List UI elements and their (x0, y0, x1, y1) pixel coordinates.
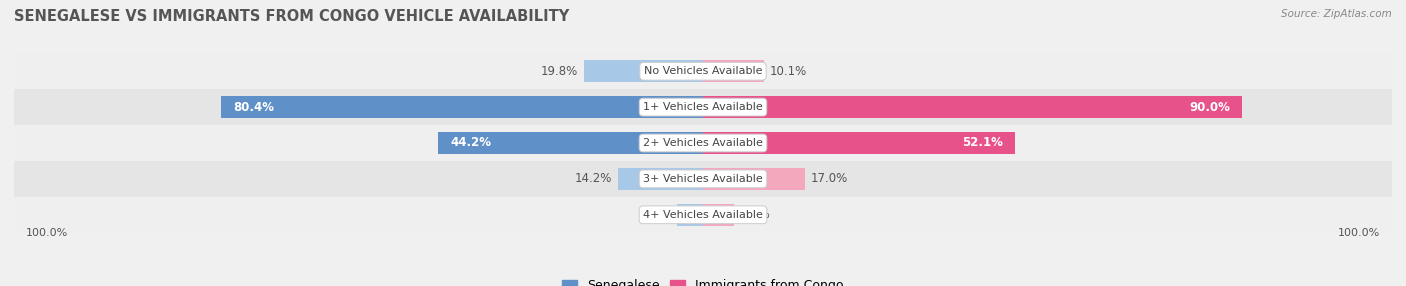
Text: 3+ Vehicles Available: 3+ Vehicles Available (643, 174, 763, 184)
Bar (703, 168, 804, 190)
Bar (14, 53, 1392, 89)
Text: 52.1%: 52.1% (962, 136, 1002, 150)
Text: Source: ZipAtlas.com: Source: ZipAtlas.com (1281, 9, 1392, 19)
Bar (14, 89, 1392, 125)
Text: 90.0%: 90.0% (1189, 101, 1230, 114)
Text: 44.2%: 44.2% (450, 136, 491, 150)
Bar (703, 204, 734, 226)
Bar (14, 161, 1392, 197)
Bar (617, 168, 703, 190)
Bar (703, 60, 763, 82)
Bar (703, 132, 1015, 154)
Legend: Senegalese, Immigrants from Congo: Senegalese, Immigrants from Congo (562, 279, 844, 286)
Text: 14.2%: 14.2% (575, 172, 612, 185)
Bar (14, 197, 1392, 233)
Text: SENEGALESE VS IMMIGRANTS FROM CONGO VEHICLE AVAILABILITY: SENEGALESE VS IMMIGRANTS FROM CONGO VEHI… (14, 9, 569, 23)
Text: 4.3%: 4.3% (641, 208, 671, 221)
Text: 10.1%: 10.1% (769, 65, 807, 78)
Text: 4+ Vehicles Available: 4+ Vehicles Available (643, 210, 763, 220)
Bar (703, 96, 1241, 118)
Text: 100.0%: 100.0% (1337, 228, 1379, 238)
Text: 19.8%: 19.8% (541, 65, 578, 78)
Bar (678, 204, 703, 226)
Text: 5.2%: 5.2% (740, 208, 770, 221)
Text: 17.0%: 17.0% (811, 172, 848, 185)
Text: 100.0%: 100.0% (27, 228, 69, 238)
Text: 2+ Vehicles Available: 2+ Vehicles Available (643, 138, 763, 148)
Text: 1+ Vehicles Available: 1+ Vehicles Available (643, 102, 763, 112)
Text: 80.4%: 80.4% (233, 101, 274, 114)
Text: No Vehicles Available: No Vehicles Available (644, 66, 762, 76)
Bar (439, 132, 703, 154)
Bar (221, 96, 703, 118)
Bar (14, 125, 1392, 161)
Bar (585, 60, 703, 82)
